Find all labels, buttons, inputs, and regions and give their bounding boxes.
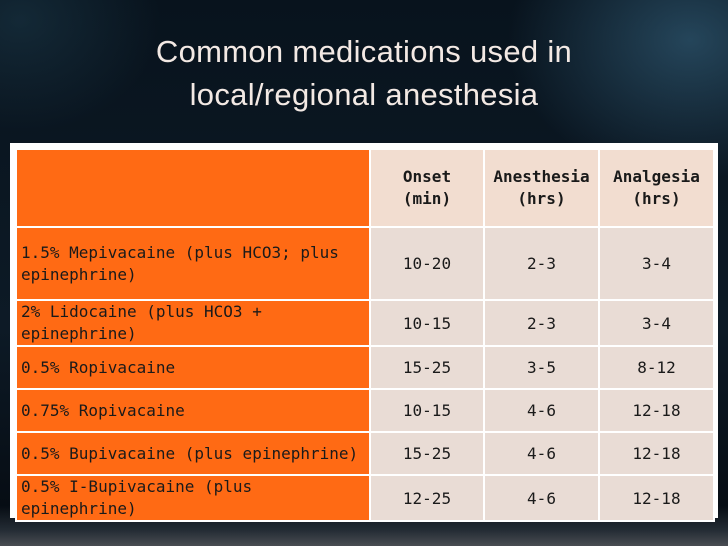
onset-cell: 15-25 [369,431,485,476]
medication-table-container: Onset (min) Anesthesia (hrs) Analgesia (… [10,143,718,522]
slide-title-line-1: Common medications used in [155,34,573,69]
anesthesia-cell: 2-3 [483,226,600,301]
header-analgesia-unit: (hrs) [632,189,681,208]
analgesia-cell: 3-4 [598,226,715,301]
analgesia-cell: 3-4 [598,299,715,347]
analgesia-cell: 12-18 [598,431,715,476]
table-row: 0.75% Ropivacaine 10-15 4-6 12-18 [15,388,715,433]
header-anesthesia-label: Anesthesia [493,167,590,186]
drug-name-cell: 0.5% I-Bupivacaine (plus epinephrine) [15,474,371,522]
medication-table: Onset (min) Anesthesia (hrs) Analgesia (… [15,148,715,522]
analgesia-cell: 8-12 [598,345,715,390]
drug-name-cell: 2% Lidocaine (plus HCO3 + epinephrine) [15,299,371,347]
table-row: 0.5% Bupivacaine (plus epinephrine) 15-2… [15,431,715,476]
anesthesia-cell: 2-3 [483,299,600,347]
table-header-row: Onset (min) Anesthesia (hrs) Analgesia (… [15,148,715,228]
onset-cell: 10-15 [369,299,485,347]
header-cell-analgesia: Analgesia (hrs) [598,148,715,228]
header-anesthesia-unit: (hrs) [517,189,566,208]
drug-name-cell: 0.75% Ropivacaine [15,388,371,433]
table-row: 0.5% I-Bupivacaine (plus epinephrine) 12… [15,474,715,522]
header-analgesia-label: Analgesia [613,167,700,186]
onset-cell: 10-20 [369,226,485,301]
onset-cell: 10-15 [369,388,485,433]
anesthesia-cell: 4-6 [483,431,600,476]
analgesia-cell: 12-18 [598,388,715,433]
header-onset-label: Onset [402,167,452,186]
slide-title: Common medications used in local/regiona… [0,30,728,116]
onset-cell: 12-25 [369,474,485,522]
anesthesia-cell: 3-5 [483,345,600,390]
table-row: 1.5% Mepivacaine (plus HCO3; plus epinep… [15,226,715,301]
table-row: 0.5% Ropivacaine 15-25 3-5 8-12 [15,345,715,390]
header-onset-unit: (min) [402,189,452,208]
drug-name-cell: 0.5% Bupivacaine (plus epinephrine) [15,431,371,476]
header-cell-anesthesia: Anesthesia (hrs) [483,148,600,228]
header-cell-blank [15,148,371,228]
slide-title-line-2: local/regional anesthesia [189,77,539,112]
drug-name-cell: 1.5% Mepivacaine (plus HCO3; plus epinep… [15,226,371,301]
anesthesia-cell: 4-6 [483,474,600,522]
table-row: 2% Lidocaine (plus HCO3 + epinephrine) 1… [15,299,715,347]
anesthesia-cell: 4-6 [483,388,600,433]
onset-cell: 15-25 [369,345,485,390]
drug-name-cell: 0.5% Ropivacaine [15,345,371,390]
header-cell-onset: Onset (min) [369,148,485,228]
analgesia-cell: 12-18 [598,474,715,522]
